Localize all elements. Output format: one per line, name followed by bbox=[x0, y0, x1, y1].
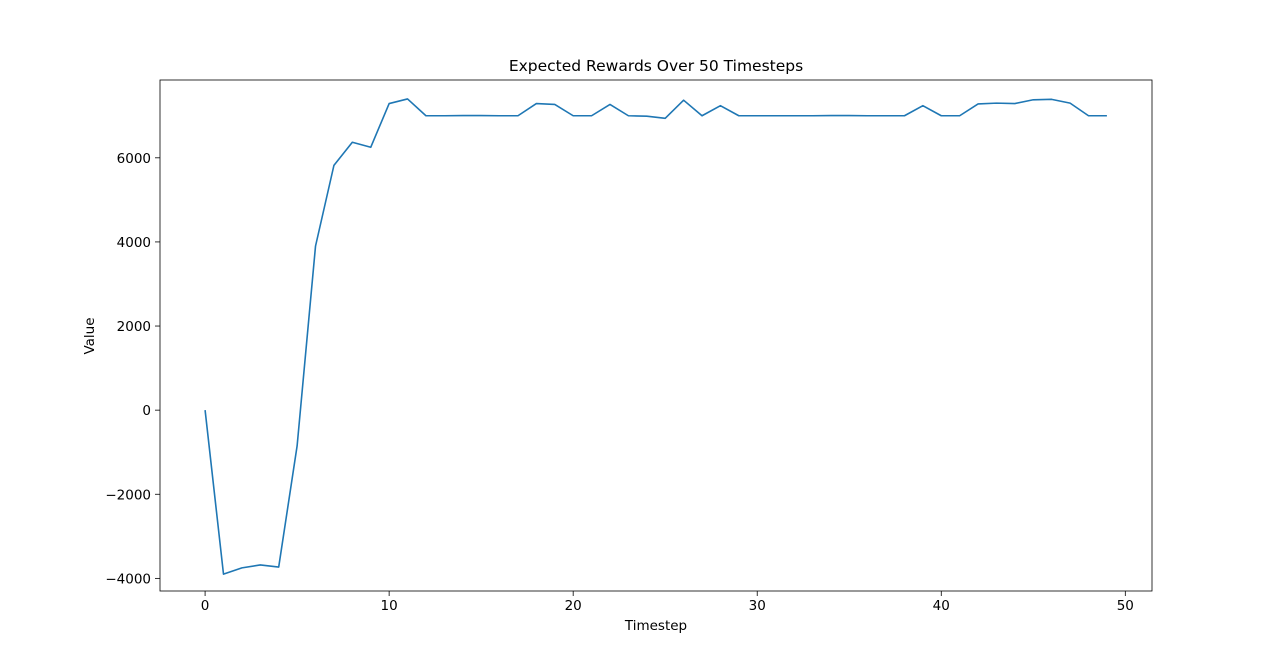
y-tick-label: 2000 bbox=[117, 319, 151, 335]
x-tick-label: 10 bbox=[381, 598, 398, 614]
y-tick-label: 0 bbox=[142, 403, 151, 419]
series-group bbox=[204, 98, 1107, 575]
x-tick-label: 20 bbox=[565, 598, 582, 614]
x-tick-label: 40 bbox=[933, 598, 950, 614]
y-tick-label: 4000 bbox=[117, 235, 151, 251]
x-tick-label: 30 bbox=[749, 598, 766, 614]
plot-frame bbox=[159, 79, 1153, 592]
y-tick-label: −4000 bbox=[105, 571, 151, 587]
y-axis-ticks: −4000 −2000 0 2000 4000 6000 bbox=[105, 151, 160, 587]
chart-title: Expected Rewards Over 50 Timesteps bbox=[509, 57, 803, 75]
x-axis-label: Timestep bbox=[624, 618, 687, 634]
y-tick-label: −2000 bbox=[105, 487, 151, 503]
y-tick-label: 6000 bbox=[117, 151, 151, 167]
x-tick-label: 50 bbox=[1117, 598, 1134, 614]
x-tick-label: 0 bbox=[201, 598, 210, 614]
y-axis-label: Value bbox=[82, 317, 98, 354]
series-line bbox=[204, 98, 1107, 575]
x-axis-ticks: 0 10 20 30 40 50 bbox=[201, 591, 1134, 614]
